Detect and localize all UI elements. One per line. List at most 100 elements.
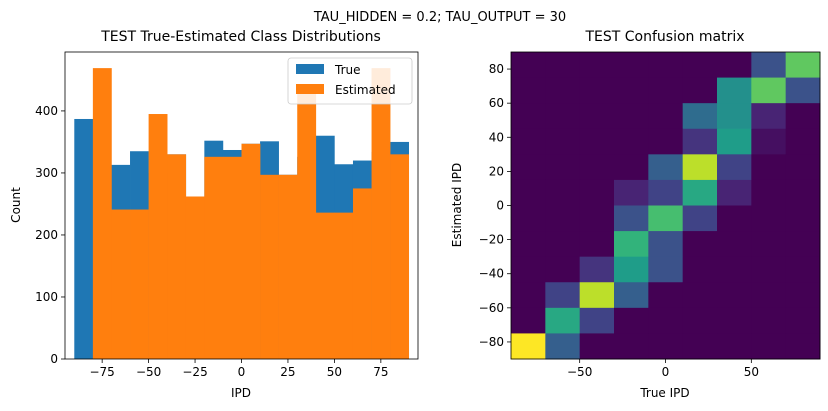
legend-true-swatch <box>296 64 324 74</box>
confusion-cell <box>614 77 649 104</box>
confusion-cell <box>785 282 821 309</box>
confusion-cell <box>511 179 546 206</box>
y-tick-label: 200 <box>35 228 58 242</box>
confusion-cell <box>751 179 787 206</box>
confusion-cell <box>511 231 546 258</box>
estimated-bar <box>130 209 149 359</box>
confusion-cell <box>579 282 615 309</box>
estimated-bar <box>167 154 187 359</box>
confusion-cell <box>511 282 546 309</box>
confusion-cell <box>579 77 615 104</box>
x-tick-label: 0 <box>662 365 670 379</box>
confusion-cell <box>511 52 546 79</box>
confusion-cell <box>717 52 752 79</box>
confusion-cell <box>579 128 615 155</box>
legend-estimated-label: Estimated <box>335 83 396 97</box>
y-tick-label: −20 <box>479 233 504 247</box>
confusion-cell <box>717 333 752 360</box>
y-tick-label: −60 <box>479 301 504 315</box>
confusion-matrix-title: TEST Confusion matrix <box>584 29 744 45</box>
true-bar <box>74 118 94 360</box>
confusion-cell <box>785 205 821 232</box>
confusion-cell <box>579 205 615 232</box>
confusion-cell <box>751 52 787 79</box>
confusion-matrix-x-label: True IPD <box>639 386 689 400</box>
y-tick-label: −80 <box>479 335 504 349</box>
confusion-cell <box>717 179 752 206</box>
confusion-cell <box>648 179 684 206</box>
confusion-matrix-y-label: Estimated IPD <box>450 163 464 247</box>
confusion-matrix-y-axis: −80 −60 −40 −20 0 20 40 60 80 <box>479 62 511 349</box>
confusion-cell <box>682 52 718 79</box>
confusion-cell <box>785 52 821 79</box>
confusion-cell <box>751 282 787 309</box>
legend-true-label: True <box>334 63 361 77</box>
confusion-cell <box>682 282 718 309</box>
confusion-cell <box>579 179 615 206</box>
confusion-cell <box>614 52 649 79</box>
confusion-cell <box>579 333 615 360</box>
estimated-bar <box>241 143 261 359</box>
confusion-cell <box>751 77 787 104</box>
confusion-cell <box>717 307 752 334</box>
confusion-cell <box>511 154 546 181</box>
y-tick-label: 300 <box>35 166 58 180</box>
y-tick-label: 60 <box>489 96 504 110</box>
estimated-bar <box>260 174 279 359</box>
confusion-cell <box>717 231 752 258</box>
estimated-bar <box>278 174 298 359</box>
confusion-cell <box>545 256 581 283</box>
confusion-cell <box>682 77 718 104</box>
confusion-cell <box>614 205 649 232</box>
confusion-cell <box>785 231 821 258</box>
x-tick-label: −50 <box>567 365 592 379</box>
estimated-bar <box>148 114 168 359</box>
confusion-cell <box>579 103 615 130</box>
confusion-cell <box>785 307 821 334</box>
histogram-estimated-series <box>92 68 410 360</box>
confusion-cell <box>648 333 684 360</box>
confusion-cell <box>751 333 787 360</box>
confusion-cell <box>785 179 821 206</box>
confusion-cell <box>614 282 649 309</box>
confusion-cell <box>717 77 752 104</box>
confusion-cell <box>545 103 581 130</box>
confusion-cell <box>648 154 684 181</box>
estimated-bar <box>204 156 224 359</box>
confusion-cell <box>648 77 684 104</box>
estimated-bar <box>92 68 112 360</box>
confusion-cell <box>511 205 546 232</box>
confusion-cell <box>614 333 649 360</box>
histogram-x-label: IPD <box>231 386 251 400</box>
confusion-cell <box>682 307 718 334</box>
estimated-bar <box>390 154 410 359</box>
confusion-cell <box>682 103 718 130</box>
confusion-cell <box>614 256 649 283</box>
confusion-matrix-cells <box>511 52 821 360</box>
y-tick-label: 100 <box>35 290 58 304</box>
estimated-bar <box>111 209 131 359</box>
histogram-y-axis: 0 100 200 300 400 <box>35 104 65 366</box>
confusion-cell <box>545 128 581 155</box>
confusion-cell <box>682 205 718 232</box>
estimated-bar <box>222 156 242 359</box>
histogram-x-axis: −75 −50 −25 0 25 50 75 <box>89 359 388 379</box>
confusion-cell <box>545 282 581 309</box>
confusion-cell <box>717 282 752 309</box>
confusion-cell <box>579 231 615 258</box>
confusion-cell <box>545 77 581 104</box>
x-tick-label: 50 <box>744 365 759 379</box>
confusion-cell <box>785 128 821 155</box>
confusion-cell <box>579 307 615 334</box>
y-tick-label: 20 <box>489 164 504 178</box>
x-tick-label: 75 <box>373 365 388 379</box>
confusion-cell <box>545 333 581 360</box>
confusion-cell <box>717 103 752 130</box>
confusion-cell <box>545 179 581 206</box>
y-tick-label: 0 <box>496 199 504 213</box>
estimated-bar <box>297 87 317 360</box>
confusion-cell <box>614 307 649 334</box>
estimated-bar <box>185 196 205 359</box>
confusion-cell <box>511 103 546 130</box>
